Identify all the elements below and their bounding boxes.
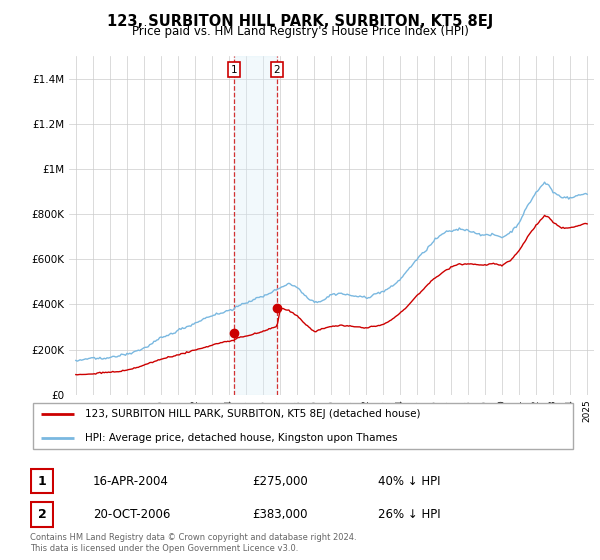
Text: 2: 2 <box>274 64 280 74</box>
Text: Price paid vs. HM Land Registry's House Price Index (HPI): Price paid vs. HM Land Registry's House … <box>131 25 469 38</box>
Text: £383,000: £383,000 <box>252 508 308 521</box>
Text: 2: 2 <box>38 508 46 521</box>
Text: 16-APR-2004: 16-APR-2004 <box>93 474 169 488</box>
Text: 40% ↓ HPI: 40% ↓ HPI <box>378 474 440 488</box>
Bar <box>234 56 277 395</box>
Text: 123, SURBITON HILL PARK, SURBITON, KT5 8EJ (detached house): 123, SURBITON HILL PARK, SURBITON, KT5 8… <box>85 409 420 419</box>
Text: 123, SURBITON HILL PARK, SURBITON, KT5 8EJ: 123, SURBITON HILL PARK, SURBITON, KT5 8… <box>107 14 493 29</box>
FancyBboxPatch shape <box>33 403 573 449</box>
Text: 20-OCT-2006: 20-OCT-2006 <box>93 508 170 521</box>
Text: 1: 1 <box>38 474 46 488</box>
FancyBboxPatch shape <box>31 502 53 527</box>
FancyBboxPatch shape <box>31 469 53 493</box>
Text: 1: 1 <box>231 64 238 74</box>
Text: £275,000: £275,000 <box>252 474 308 488</box>
Text: Contains HM Land Registry data © Crown copyright and database right 2024.
This d: Contains HM Land Registry data © Crown c… <box>30 533 356 553</box>
Text: 26% ↓ HPI: 26% ↓ HPI <box>378 508 440 521</box>
Text: HPI: Average price, detached house, Kingston upon Thames: HPI: Average price, detached house, King… <box>85 433 397 444</box>
